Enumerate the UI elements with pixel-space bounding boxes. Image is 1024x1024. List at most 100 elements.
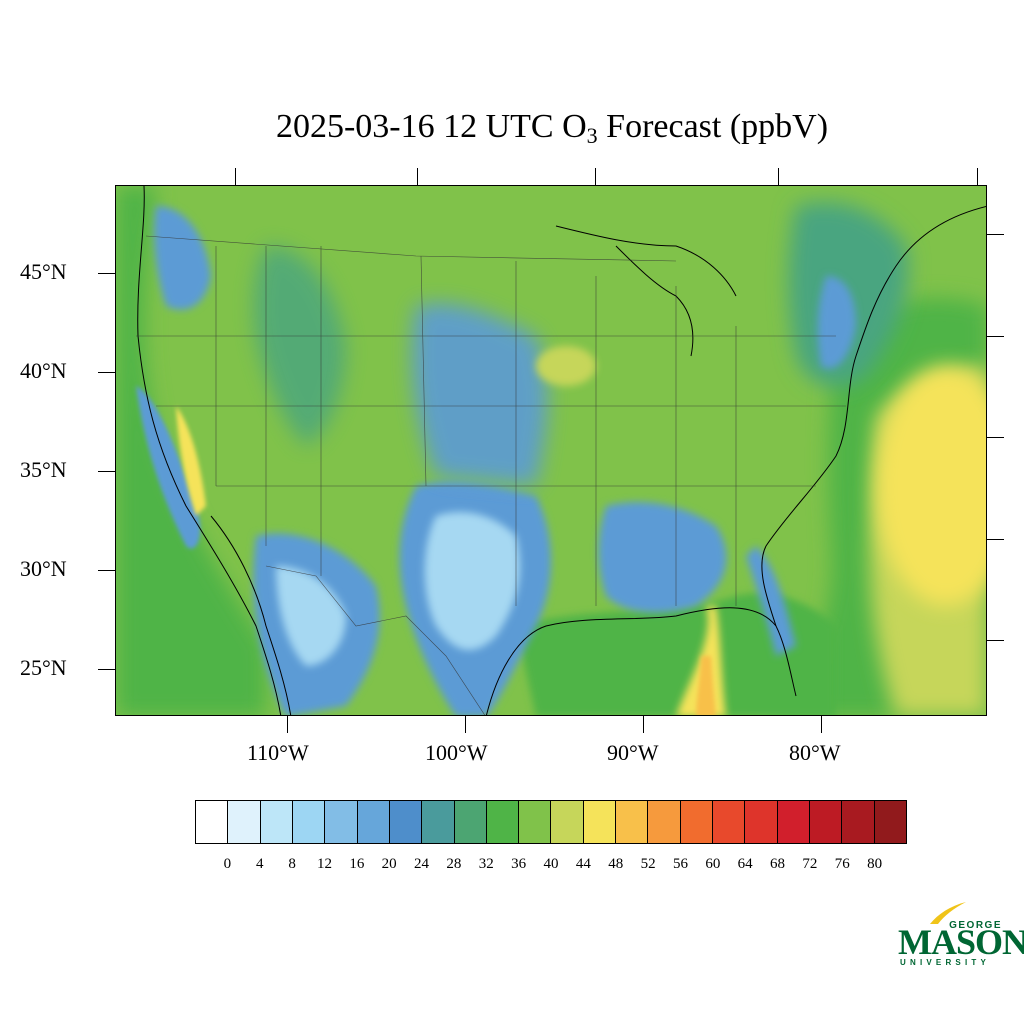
lon-label-90: 90°W <box>607 740 659 765</box>
ozone-map-canvas <box>116 186 986 715</box>
colorbar-cell <box>745 801 778 843</box>
colorbar-cell <box>648 801 681 843</box>
gmu-logo: GEORGE MASON UNIVERSITY <box>898 900 1024 970</box>
colorbar-cell <box>357 801 390 843</box>
colorbar-label: 32 <box>478 856 494 872</box>
right-tick <box>987 437 1004 438</box>
top-tick <box>417 168 418 185</box>
west-coast <box>137 186 282 715</box>
colorbar-cell <box>809 801 843 843</box>
logo-swoosh-icon <box>930 902 966 924</box>
colorbar-label: 80 <box>867 856 883 872</box>
right-tick <box>987 640 1004 641</box>
colorbar-cell <box>292 801 326 843</box>
logo-university: UNIVERSITY <box>900 958 991 967</box>
colorbar-cell <box>583 801 617 843</box>
lat-label-25: 25°N <box>20 655 67 680</box>
top-tick <box>595 168 596 185</box>
mexico-border <box>265 565 486 715</box>
california-high <box>176 406 206 516</box>
colorbar <box>195 800 907 844</box>
top-tick <box>235 168 236 185</box>
bottom-tick <box>821 716 822 733</box>
colorbar-cell <box>196 801 229 843</box>
top-tick <box>977 168 978 185</box>
colorbar-cell <box>551 801 584 843</box>
left-tick <box>98 372 115 373</box>
gulf-field <box>516 593 836 715</box>
colorbar-label: 56 <box>672 856 688 872</box>
colorbar-label: 68 <box>770 856 786 872</box>
left-tick <box>98 273 115 274</box>
colorbar-cell <box>325 801 358 843</box>
state-border <box>420 255 427 487</box>
colorbar-cell <box>422 801 455 843</box>
gulf-plume-core <box>696 656 716 715</box>
lon-label-80: 80°W <box>789 740 841 765</box>
colorbar-label: 24 <box>414 856 430 872</box>
colorbar-label: 44 <box>575 856 591 872</box>
colorbar-label: 76 <box>834 856 850 872</box>
northwest-low <box>154 206 211 310</box>
rockies-field <box>254 246 346 446</box>
colorbar-label: 20 <box>381 856 397 872</box>
colorbar-label: 4 <box>255 856 264 872</box>
colorbar-label: 12 <box>316 856 332 872</box>
colorbar-cell <box>389 801 423 843</box>
chart-title: 2025-03-16 12 UTC O3 Forecast (ppbV) <box>275 108 829 148</box>
right-tick <box>987 336 1004 337</box>
colorbar-cell <box>260 801 293 843</box>
east-coast <box>761 206 986 627</box>
atlantic-high <box>876 366 986 606</box>
lon-label-100: 100°W <box>425 740 488 765</box>
colorbar-label: 0 <box>223 856 232 872</box>
logo-mason: MASON <box>898 922 1024 962</box>
colorbar-cell <box>842 801 875 843</box>
colorbar-label: 60 <box>705 856 721 872</box>
colorbar-cell <box>874 801 906 843</box>
colorbar-cell <box>777 801 810 843</box>
lat-label-40: 40°N <box>20 358 67 383</box>
colorbar-cell <box>228 801 261 843</box>
texas-low-core <box>424 512 520 650</box>
lon-label-110: 110°W <box>247 740 309 765</box>
colorbar-label: 48 <box>608 856 624 872</box>
top-tick <box>778 168 779 185</box>
colorbar-label: 52 <box>640 856 656 872</box>
baja-coast <box>210 515 292 715</box>
canada-border <box>145 235 677 262</box>
bottom-tick <box>287 716 288 733</box>
gulf-coast <box>486 607 797 715</box>
colorbar-cell <box>519 801 552 843</box>
colorbar-cell <box>680 801 713 843</box>
southeast-low <box>598 502 727 613</box>
florida-low <box>746 546 796 656</box>
right-tick <box>987 539 1004 540</box>
mexico-low-core <box>276 566 346 666</box>
colorbar-cell <box>486 801 520 843</box>
colorbar-labels: 0 4 8 12 16 20 24 28 32 36 40 44 48 52 56 60 64 68 72 76 80 <box>0 856 1024 876</box>
northeast-low <box>817 276 856 369</box>
bottom-tick <box>465 716 466 733</box>
left-tick <box>98 471 115 472</box>
left-tick <box>98 669 115 670</box>
colorbar-label: 40 <box>543 856 559 872</box>
colorbar-cell <box>454 801 487 843</box>
plains-low <box>412 303 548 486</box>
ozone-map <box>115 185 987 716</box>
colorbar-label: 72 <box>802 856 818 872</box>
colorbar-label: 8 <box>288 856 296 872</box>
pacific-field <box>116 186 266 715</box>
left-tick <box>98 570 115 571</box>
lat-label-30: 30°N <box>20 556 67 581</box>
colorbar-label: 36 <box>511 856 527 872</box>
colorbar-cell <box>616 801 649 843</box>
colorbar-label: 28 <box>446 856 462 872</box>
midwest-spot <box>536 346 596 386</box>
colorbar-label: 16 <box>349 856 365 872</box>
lat-label-35: 35°N <box>20 457 67 482</box>
lake-superior <box>555 225 737 297</box>
bottom-tick <box>643 716 644 733</box>
colorbar-label: 64 <box>737 856 753 872</box>
state-borders <box>136 235 846 715</box>
